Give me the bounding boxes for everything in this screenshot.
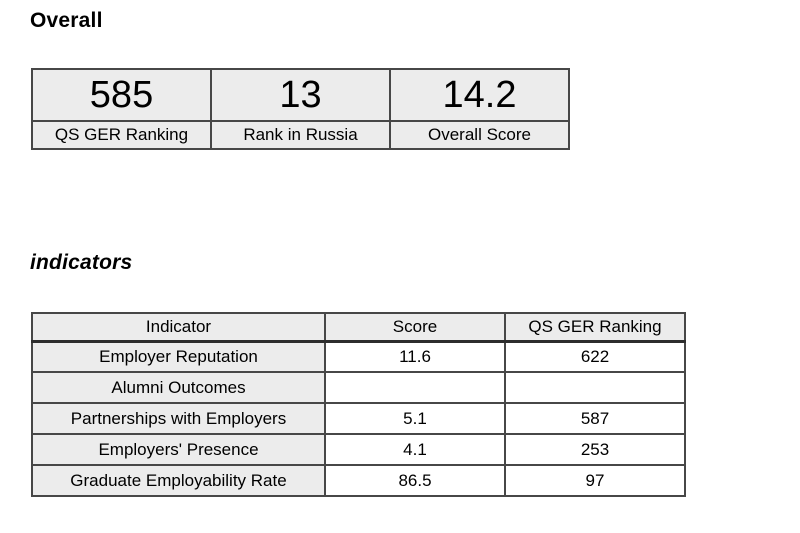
- table-row-partnerships-with-employers: Partnerships with Employers 5.1 587: [31, 402, 686, 435]
- table-row-alumni-outcomes: Alumni Outcomes: [31, 371, 686, 404]
- overall-values-row: 585 13 14.2: [31, 68, 570, 122]
- indicator-score: 86.5: [324, 464, 506, 497]
- overall-score-label: Overall Score: [389, 120, 570, 150]
- indicators-table: Indicator Score QS GER Ranking Employer …: [31, 312, 686, 497]
- indicators-header-row: Indicator Score QS GER Ranking: [31, 312, 686, 343]
- indicator-ranking: [504, 371, 686, 404]
- indicator-score: 5.1: [324, 402, 506, 435]
- table-row-employers-presence: Employers' Presence 4.1 253: [31, 433, 686, 466]
- qs-ger-ranking-value: 585: [31, 68, 212, 122]
- qs-ger-ranking-label: QS GER Ranking: [31, 120, 212, 150]
- indicator-ranking: 622: [504, 340, 686, 373]
- indicator-score: [324, 371, 506, 404]
- indicator-name: Employers' Presence: [31, 433, 326, 466]
- score-column-header: Score: [324, 312, 506, 343]
- ranking-column-header: QS GER Ranking: [504, 312, 686, 343]
- overall-labels-row: QS GER Ranking Rank in Russia Overall Sc…: [31, 120, 570, 150]
- table-row-employer-reputation: Employer Reputation 11.6 622: [31, 340, 686, 373]
- overall-score-value: 14.2: [389, 68, 570, 122]
- indicator-score: 4.1: [324, 433, 506, 466]
- indicator-score: 11.6: [324, 340, 506, 373]
- table-row-graduate-employability-rate: Graduate Employability Rate 86.5 97: [31, 464, 686, 497]
- indicator-column-header: Indicator: [31, 312, 326, 343]
- indicator-ranking: 97: [504, 464, 686, 497]
- indicator-name: Graduate Employability Rate: [31, 464, 326, 497]
- overall-summary-table: 585 13 14.2 QS GER Ranking Rank in Russi…: [31, 68, 570, 150]
- indicator-name: Alumni Outcomes: [31, 371, 326, 404]
- indicator-name: Partnerships with Employers: [31, 402, 326, 435]
- rank-in-russia-label: Rank in Russia: [210, 120, 391, 150]
- indicator-ranking: 253: [504, 433, 686, 466]
- indicator-name: Employer Reputation: [31, 340, 326, 373]
- overall-section-heading: Overall: [30, 9, 103, 32]
- rank-in-russia-value: 13: [210, 68, 391, 122]
- indicator-ranking: 587: [504, 402, 686, 435]
- indicators-section-heading: indicators: [30, 251, 133, 274]
